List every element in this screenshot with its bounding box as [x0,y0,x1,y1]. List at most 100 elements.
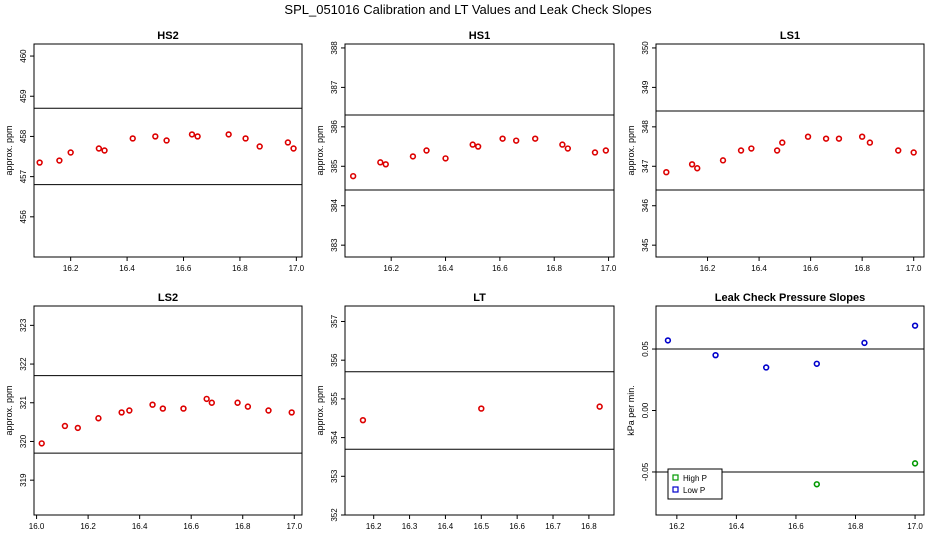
y-tick-label: 385 [330,159,339,173]
panel-title: LS2 [158,292,178,304]
x-tick-label: 16.2 [669,522,685,531]
y-tick-label: 356 [330,353,339,367]
y-tick-label: 350 [641,41,650,55]
y-tick-label: 353 [330,469,339,483]
y-tick-label: 357 [330,314,339,328]
x-tick-label: 17.0 [906,264,922,273]
x-tick-label: 16.4 [438,264,454,273]
x-tick-label: 16.6 [492,264,508,273]
data-point [194,133,201,140]
x-tick-label: 16.4 [132,522,148,531]
x-tick-label: 16.2 [63,264,79,273]
y-tick-label: 388 [330,41,339,55]
data-point [858,133,866,140]
legend-marker [672,486,679,493]
y-tick-label: 355 [330,392,339,406]
panel-1: HS2 approx. ppm 16.2 16.4 16.6 16.8 17.0 456 457… [4,30,305,273]
data-point [382,161,389,168]
data-point [911,460,919,467]
y-axis-label: approx. ppm [626,125,636,175]
x-tick-label: 16.6 [788,522,804,531]
panel-title: HS1 [469,30,490,42]
y-tick-label: 346 [641,199,650,213]
data-point [866,139,874,146]
plot-frame [655,43,925,258]
data-point [284,139,292,146]
data-point [712,351,719,359]
y-tick-label: 458 [19,129,28,143]
data-point [163,137,170,144]
panel-4: LS2 approx. ppm 16.0 16.2 16.4 16.6 16.8 17.0 31… [4,292,303,531]
x-tick-label: 16.6 [176,264,192,273]
panel-title: LT [473,292,486,304]
data-point [118,409,125,416]
x-tick-label: 16.8 [854,264,870,273]
data-point [95,145,103,152]
data-point [688,161,696,168]
data-point [38,440,45,447]
data-point [602,147,610,154]
x-tick-label: 16.6 [509,522,525,531]
x-tick-label: 16.5 [474,522,490,531]
data-point [694,165,701,172]
x-tick-label: 16.0 [29,522,45,531]
x-tick-label: 16.4 [751,264,767,273]
y-tick-label: 345 [641,238,650,252]
data-point [208,399,216,406]
y-tick-label: 387 [330,80,339,94]
x-tick-label: 16.4 [438,522,454,531]
y-tick-label: 0.05 [641,341,650,357]
y-tick-label: 0.00 [641,402,650,418]
data-point [861,339,868,347]
data-point [159,405,167,412]
data-point [911,322,919,329]
data-point [469,141,476,148]
data-point [596,403,603,410]
panel-6: Leak Check Pressure Slopes kPa per min. 16… [626,292,925,531]
data-point [663,168,670,176]
y-tick-label: 354 [330,430,339,444]
data-point [180,405,187,412]
data-point [349,172,357,180]
legend-marker [672,474,679,481]
plot-frame [344,305,615,516]
x-tick-label: 16.2 [700,264,716,273]
y-axis-label: approx. ppm [4,385,14,435]
data-point [719,157,727,164]
legend-label: High P [683,474,707,483]
data-point [474,143,482,150]
y-tick-label: 459 [19,89,28,103]
x-tick-label: 16.4 [729,522,745,531]
data-point [36,159,43,166]
x-tick-label: 16.6 [803,264,819,273]
x-tick-label: 17.0 [907,522,923,531]
data-point [377,159,384,166]
data-point [478,405,485,412]
data-point [442,155,449,162]
y-tick-label: 347 [641,159,650,173]
data-point [256,143,263,150]
y-tick-label: 460 [19,49,28,63]
x-tick-label: 16.8 [848,522,864,531]
data-point [512,137,520,144]
y-tick-label: 349 [641,80,650,94]
y-tick-label: 321 [19,396,28,410]
panel-title: LS1 [780,30,800,42]
data-point [559,141,566,148]
data-point [591,149,599,156]
panel-2: HS1 approx. ppm 16.2 16.4 16.6 16.8 17.0 383 384… [315,30,617,273]
data-point [126,407,133,414]
data-point [265,407,272,414]
data-point [822,135,830,142]
y-tick-label: 348 [641,120,650,134]
plot-frame [33,305,303,516]
data-point [779,139,786,146]
y-tick-label: -0.05 [641,462,650,481]
data-point [895,147,902,154]
y-tick-label: 322 [19,357,28,371]
panel-title: HS2 [157,30,178,42]
plot-frame [33,43,303,258]
data-point [101,147,108,154]
y-tick-label: 386 [330,120,339,134]
data-point [288,409,295,416]
